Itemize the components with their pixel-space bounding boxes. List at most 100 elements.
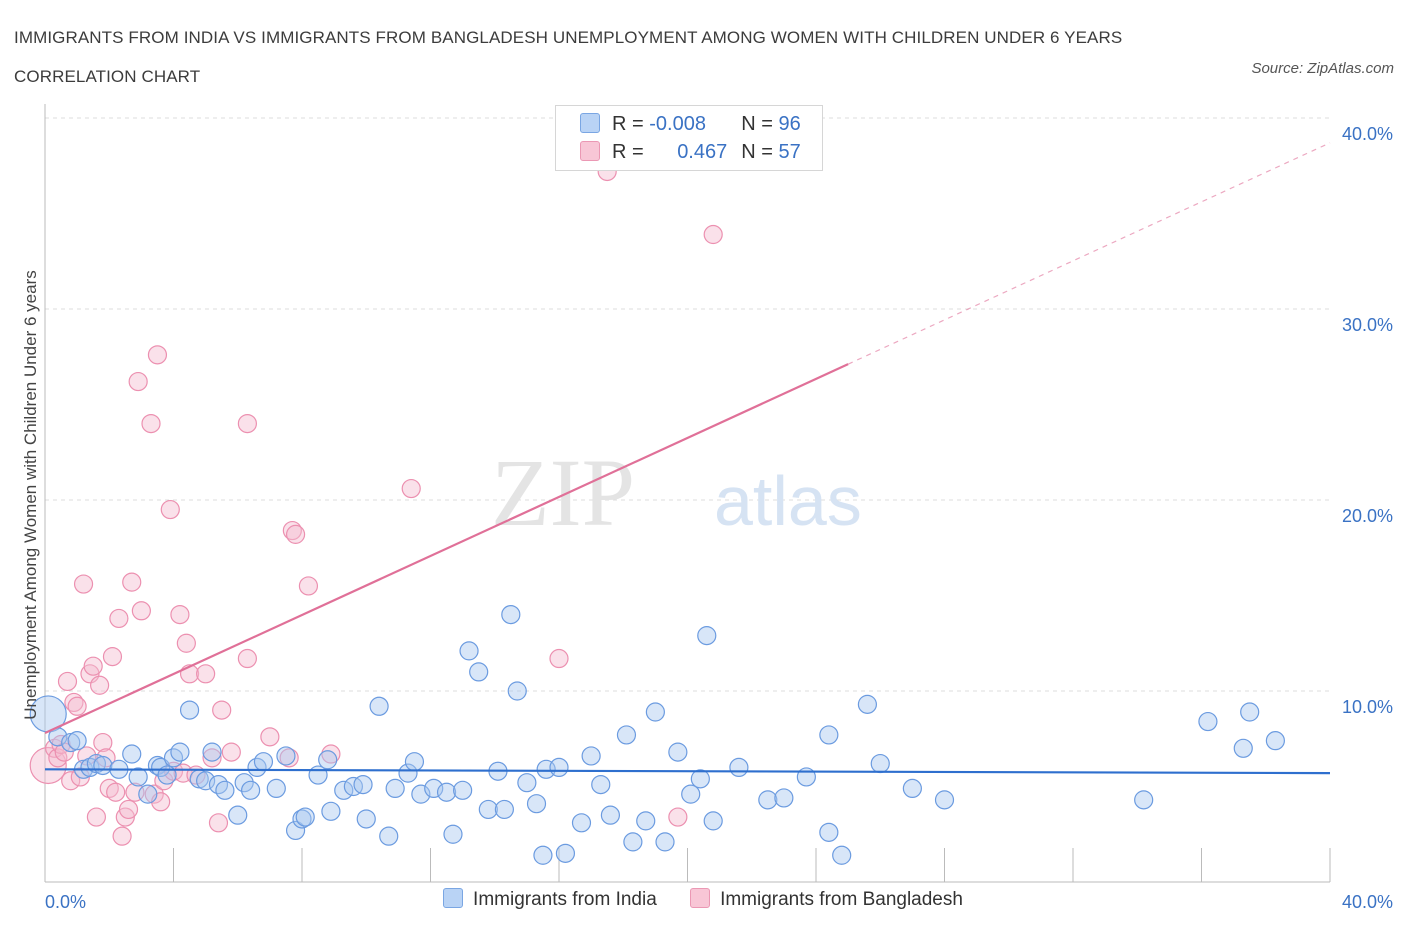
india-point: [571, 813, 592, 833]
bangladesh-point: [112, 826, 132, 846]
india-point: [334, 780, 354, 800]
legend-item-india: Immigrants from India: [443, 887, 657, 911]
india-point: [526, 794, 547, 814]
india-point: [819, 822, 839, 842]
legend-row-bangladesh: R = 0.467 N = 57: [580, 138, 801, 166]
india-point: [67, 731, 87, 751]
bangladesh-n-value: 57: [778, 141, 801, 163]
india-point: [241, 780, 261, 800]
bangladesh-legend-label: Immigrants from Bangladesh: [720, 889, 963, 910]
bangladesh-point: [147, 345, 168, 365]
india-point: [591, 774, 611, 795]
bangladesh-point: [221, 742, 241, 762]
india-swatch: [580, 112, 600, 133]
bangladesh-point: [549, 648, 569, 669]
india-r-value: -0.008: [649, 113, 706, 135]
bangladesh-point: [83, 656, 103, 676]
r-label: R =: [612, 113, 644, 135]
india-point: [122, 744, 142, 764]
india-point: [494, 799, 514, 820]
india-legend-label: Immigrants from India: [473, 889, 657, 910]
india-point: [318, 750, 338, 770]
n-label: N =: [741, 113, 773, 135]
india-legend-swatch: [443, 887, 464, 908]
india-point: [292, 809, 312, 829]
india-point: [93, 755, 113, 776]
india-point: [343, 776, 363, 797]
tick-labels: 10.0% 20.0% 30.0% 40.0% 0.0% 40.0%: [45, 124, 1393, 912]
india-point: [170, 742, 190, 762]
chart-title: IMMIGRANTS FROM INDIA VS IMMIGRANTS FROM…: [14, 28, 1123, 86]
trend-lines: [44, 142, 1331, 775]
india-point: [623, 832, 643, 852]
india-point: [857, 694, 878, 714]
india-point: [1240, 702, 1260, 722]
bangladesh-point: [176, 633, 196, 653]
india-point: [655, 832, 675, 852]
bangladesh-trend-extension: [847, 142, 1331, 365]
india-point: [690, 769, 710, 789]
india-point: [934, 790, 955, 810]
bangladesh-point: [109, 608, 129, 629]
bangladesh-point: [93, 732, 113, 753]
india-point: [295, 807, 315, 827]
india-point: [321, 801, 341, 821]
y-axis-label: Unemployment Among Women with Children U…: [21, 270, 40, 719]
bangladesh-point: [703, 224, 723, 245]
india-point: [228, 805, 248, 825]
india-points: [29, 604, 1285, 865]
india-point: [501, 604, 521, 625]
india-point: [253, 752, 274, 772]
india-point: [645, 702, 665, 722]
axes: [44, 104, 1331, 883]
bangladesh-point: [73, 574, 94, 594]
watermark-zip: ZIP: [491, 439, 635, 546]
india-point: [533, 845, 553, 865]
india-point: [549, 757, 569, 778]
bangladesh-point: [279, 748, 299, 768]
bangladesh-r-value: 0.467: [677, 141, 728, 163]
india-point: [729, 757, 749, 778]
india-point: [870, 753, 890, 774]
r-label: R =: [612, 141, 644, 163]
bangladesh-point: [61, 771, 81, 791]
bangladesh-point: [90, 675, 110, 695]
india-point: [616, 725, 637, 745]
india-point: [128, 767, 148, 787]
grid-lines: [45, 117, 1330, 692]
bangladesh-point: [144, 784, 164, 804]
india-point: [758, 790, 778, 810]
india-point: [404, 752, 425, 772]
bangladesh-point: [86, 807, 107, 827]
india-point: [398, 763, 418, 783]
bangladesh-point: [106, 782, 126, 802]
india-point: [819, 725, 839, 745]
india-point: [1134, 790, 1154, 810]
india-point: [459, 641, 479, 661]
bangladesh-point: [170, 604, 190, 625]
india-n-value: 96: [778, 113, 801, 135]
bangladesh-point: [237, 648, 257, 669]
bangladesh-point: [285, 524, 306, 544]
bangladesh-point: [160, 499, 180, 520]
bangladesh-trend-line: [44, 363, 849, 735]
india-point: [443, 824, 463, 844]
stats-legend: R = -0.008 N = 96 R = 0.467 N = 57: [555, 105, 823, 171]
legend-item-bangladesh: Immigrants from Bangladesh: [690, 887, 963, 911]
bangladesh-point: [260, 727, 280, 747]
india-point: [266, 778, 286, 799]
india-point: [453, 780, 473, 800]
bangladesh-point: [298, 576, 319, 596]
india-point: [507, 681, 527, 701]
india-point: [636, 811, 656, 831]
india-point: [385, 778, 405, 799]
bangladesh-point: [102, 647, 123, 667]
india-point: [436, 782, 457, 802]
india-point: [196, 771, 216, 791]
y-tick-label: 30.0%: [1342, 315, 1393, 335]
india-point: [285, 820, 306, 841]
y-tick-label: 10.0%: [1342, 697, 1393, 717]
bangladesh-point: [122, 572, 142, 592]
india-point: [1265, 731, 1285, 751]
n-label: N =: [741, 141, 773, 163]
